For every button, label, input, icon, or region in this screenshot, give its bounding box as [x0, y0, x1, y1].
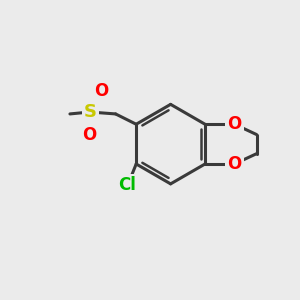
- Text: S: S: [84, 103, 97, 122]
- Text: O: O: [227, 155, 242, 173]
- Text: O: O: [227, 115, 242, 133]
- Text: O: O: [82, 125, 96, 143]
- Text: O: O: [94, 82, 108, 100]
- Text: Cl: Cl: [118, 176, 136, 194]
